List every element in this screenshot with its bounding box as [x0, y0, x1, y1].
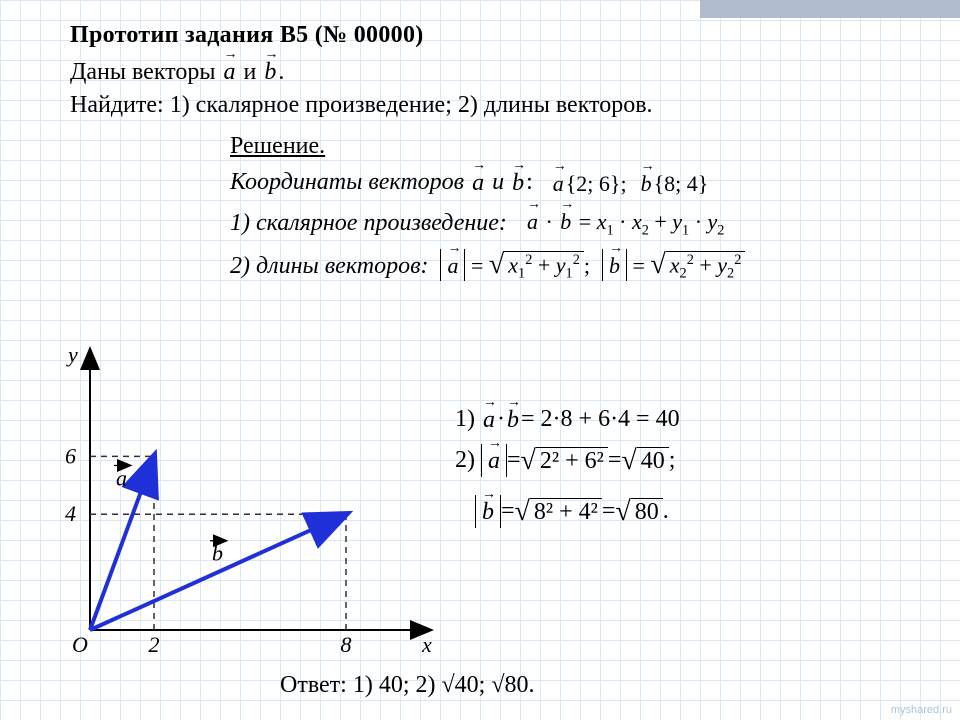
calc1-num: 1) — [455, 406, 475, 433]
dot-formula: a · b = x1 · x2 + y1 · y2 — [525, 207, 725, 239]
svg-text:b: b — [212, 541, 223, 566]
tab-bar — [700, 0, 960, 18]
calc2-eq: = — [507, 447, 521, 474]
len-a-formula: a = √x12 + y12; — [440, 249, 590, 283]
calc3-eq2: = — [602, 498, 616, 525]
vector-a-symbol: a — [223, 57, 235, 86]
svg-text:6: 6 — [65, 443, 76, 468]
calc2-eq2: = — [608, 447, 622, 474]
vec-b-inline: b — [512, 168, 524, 197]
calc3-eq: = — [501, 498, 515, 525]
calc-row-3: 2) b = √8² + 4² = √80. — [455, 495, 915, 528]
answer-line: Ответ: 1) 40; 2) √40; √80. — [280, 672, 534, 699]
len-b-formula: b = √x22 + y22 — [602, 249, 745, 283]
svg-text:x: x — [421, 632, 432, 657]
svg-text:y: y — [66, 342, 78, 367]
watermark: myshared.ru — [891, 704, 952, 716]
dot-product-line: 1) скалярное произведение: a · b = x1 · … — [230, 207, 890, 239]
dot-label: 1) скалярное произведение: — [230, 210, 507, 237]
vec-a-coords: a{2; 6}; — [551, 169, 627, 197]
calc1-a: a — [483, 405, 495, 434]
calc-row-1: 1) a · b = 2·8 + 6·4 = 40 — [455, 405, 915, 434]
given-suffix: . — [278, 59, 284, 85]
calc3-res: 80 — [631, 498, 663, 526]
calc2-under: 2² + 6² — [536, 447, 608, 475]
given-prefix: Даны векторы — [70, 59, 215, 85]
given-line: Даны векторы a и b. — [70, 57, 890, 86]
svg-text:8: 8 — [341, 632, 352, 657]
vector-b-symbol: b — [264, 57, 276, 86]
vec-b-coords: b{8; 4} — [639, 169, 709, 197]
calc2-tail: ; — [669, 447, 676, 474]
svg-text:a: a — [116, 465, 127, 490]
coords-line: Координаты векторов a и b: a{2; 6}; b{8;… — [230, 168, 890, 197]
coords-label: Координаты векторов — [230, 169, 464, 196]
len-label: 2) длины векторов: — [230, 253, 428, 280]
calc1-b: b — [507, 405, 519, 434]
find-line: Найдите: 1) скалярное произведение; 2) д… — [70, 92, 890, 119]
calc-row-2: 2) a = √2² + 6² = √40; — [455, 444, 915, 477]
length-line: 2) длины векторов: a = √x12 + y12; b = √… — [230, 249, 890, 283]
calc2-num: 2) — [455, 447, 475, 474]
calc2-res: 40 — [637, 447, 669, 475]
solution-heading: Решение. — [230, 133, 890, 160]
solution-block: Координаты векторов a и b: a{2; 6}; b{8;… — [230, 168, 890, 283]
calculation-block: 1) a · b = 2·8 + 6·4 = 40 2) a = √2² + 6… — [455, 395, 915, 538]
calc1-expr: = 2·8 + 6·4 = 40 — [521, 406, 680, 433]
calc3-tail: . — [663, 498, 669, 525]
slide-body: Прототип задания B5 (№ 00000) Даны векто… — [0, 0, 960, 283]
calc3-under: 8² + 4² — [530, 498, 602, 526]
task-title: Прототип задания B5 (№ 00000) — [70, 22, 890, 49]
svg-text:O: O — [72, 632, 88, 657]
vector-graph: 2 8 4 6 x y Oa b — [60, 340, 440, 665]
vec-a-inline: a — [472, 168, 484, 197]
given-and: и — [243, 59, 256, 85]
coords-and: и — [492, 169, 504, 196]
svg-text:2: 2 — [149, 632, 160, 657]
svg-text:4: 4 — [65, 501, 76, 526]
